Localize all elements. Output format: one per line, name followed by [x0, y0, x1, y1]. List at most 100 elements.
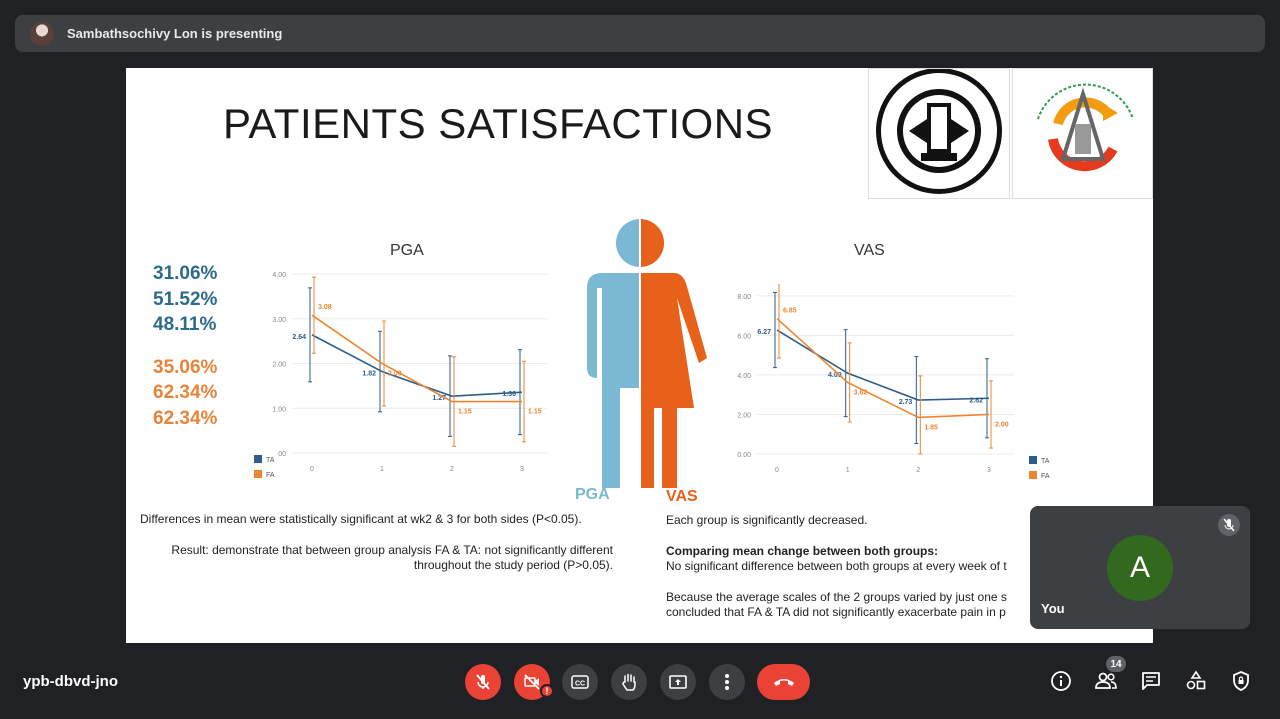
legend-label: TA	[266, 457, 275, 464]
data-label: 6.27	[757, 329, 771, 336]
left-note-2a: Result: demonstrate that between group a…	[171, 543, 613, 557]
captions-button[interactable]: CC	[562, 664, 598, 700]
data-label: 1.15	[528, 409, 542, 416]
more-options-button[interactable]	[709, 664, 745, 700]
right-note-2-heading: Comparing mean change between both group…	[666, 544, 939, 558]
y-tick-label: 1.00	[272, 406, 286, 413]
right-note-1: Each group is significantly decreased.	[666, 513, 868, 527]
data-label: 1.82	[362, 371, 376, 378]
x-tick-label: 3	[987, 467, 991, 474]
info-icon	[1051, 671, 1071, 691]
data-label: 2.64	[292, 334, 306, 341]
x-tick-label: 1	[846, 467, 850, 474]
data-label: 2.73	[899, 399, 913, 406]
end-call-icon	[773, 679, 794, 686]
y-tick-label: 00	[278, 451, 286, 458]
slide-title: PATIENTS SATISFACTIONS	[223, 100, 774, 147]
vas-figure-label: VAS	[666, 488, 698, 505]
series-line-fa	[776, 317, 990, 419]
left-note-2b: throughout the study period (P>0.05).	[413, 558, 613, 572]
x-tick-label: 1	[380, 466, 384, 473]
hand-icon	[622, 673, 636, 691]
y-tick-label: 4.00	[272, 272, 286, 279]
legend-swatch	[1029, 456, 1037, 464]
data-label: 2.00	[995, 421, 1009, 428]
x-tick-label: 0	[310, 466, 314, 473]
data-label: 1.27	[432, 395, 446, 402]
more-vert-icon	[725, 674, 729, 690]
captions-icon: CC	[571, 675, 589, 689]
svg-text:CC: CC	[575, 681, 585, 688]
series-line-fa	[311, 314, 522, 403]
self-video-tile[interactable]: A You	[1030, 506, 1250, 629]
series-line-ta	[311, 334, 523, 397]
camera-off-icon	[524, 674, 540, 690]
pga-chart-title: PGA	[390, 242, 424, 259]
right-note-3a: Because the average scales of the 2 grou…	[666, 590, 1007, 604]
data-label: 2.82	[969, 397, 983, 404]
shield-lock-icon	[1233, 671, 1249, 691]
legend-swatch	[1029, 471, 1037, 479]
tile-mic-off-icon	[1218, 514, 1240, 536]
y-tick-label: 8.00	[737, 294, 751, 301]
pga-chart: 00 1.00 2.00 3.00 4.00 0 1 2 3 2.64 1.82 1.27 1.36 TA…	[254, 272, 547, 479]
left-note-1: Differences in mean were statistically s…	[140, 512, 582, 526]
camera-warning-icon: !	[540, 684, 554, 698]
participants-button[interactable]	[1093, 668, 1119, 694]
raise-hand-button[interactable]	[611, 664, 647, 700]
x-tick-label: 0	[775, 467, 779, 474]
chat-button[interactable]	[1138, 668, 1164, 694]
y-tick-label: 4.00	[737, 373, 751, 380]
data-label: 6.85	[783, 308, 797, 315]
shapes-icon	[1186, 670, 1206, 690]
pga-vas-person-figure	[587, 218, 707, 493]
shared-slide: PATIENTS SATISFACTIONS 31.06% 51.52% 48.…	[126, 68, 1153, 643]
vas-pct-2: 62.34%	[153, 382, 218, 403]
vas-chart-title: VAS	[854, 242, 885, 259]
activities-button[interactable]	[1183, 668, 1209, 694]
chat-icon	[1142, 672, 1160, 690]
people-icon	[1095, 672, 1117, 689]
y-tick-label: 6.00	[737, 333, 751, 340]
tile-name: You	[1041, 601, 1065, 616]
participants-count-badge: 14	[1106, 656, 1126, 672]
x-tick-label: 2	[916, 467, 920, 474]
chulabhorn-logo	[1012, 68, 1153, 199]
x-tick-label: 2	[450, 466, 454, 473]
right-note-3b: concluded that FA & TA did not significa…	[666, 605, 1006, 619]
pga-pct-3: 48.11%	[153, 314, 217, 335]
camera-toggle-button[interactable]: !	[514, 664, 554, 700]
presenting-text: Sambathsochivy Lon is presenting	[67, 26, 283, 41]
host-controls-button[interactable]	[1228, 668, 1254, 694]
legend-swatch	[254, 470, 262, 478]
data-label: 3.62	[854, 389, 868, 396]
y-tick-label: 2.00	[737, 412, 751, 419]
pga-pct-2: 51.52%	[153, 289, 218, 310]
present-icon	[669, 675, 687, 689]
pga-pct-1: 31.06%	[153, 263, 218, 284]
legend-label: TA	[1041, 458, 1050, 465]
meeting-control-bar: ypb-dbvd-jno ! CC 14	[0, 650, 1280, 719]
y-tick-label: 2.00	[272, 362, 286, 369]
present-now-button[interactable]	[660, 664, 696, 700]
presenter-avatar	[30, 21, 54, 46]
pga-figure-label: PGA	[575, 486, 610, 503]
avatar: A	[1107, 535, 1173, 601]
data-label: 1.85	[924, 424, 938, 431]
y-tick-label: 0.00	[737, 452, 751, 459]
vas-pct-3: 62.34%	[153, 408, 218, 429]
mic-off-icon	[476, 674, 490, 690]
data-label: 2.00	[388, 371, 402, 378]
leave-call-button[interactable]	[757, 664, 810, 700]
meeting-code: ypb-dbvd-jno	[23, 673, 118, 690]
thammasat-logo	[868, 68, 1010, 199]
meeting-details-button[interactable]	[1048, 668, 1074, 694]
vas-chart: 0.00 2.00 4.00 6.00 8.00 0 1 2 3 6.27 4.09 2.73 2.82…	[737, 284, 1050, 480]
legend-label: FA	[266, 472, 275, 479]
x-tick-label: 3	[520, 466, 524, 473]
legend-label: FA	[1041, 473, 1050, 480]
presenting-banner: Sambathsochivy Lon is presenting	[15, 15, 1265, 52]
mic-toggle-button[interactable]	[465, 664, 501, 700]
vas-pct-1: 35.06%	[153, 357, 218, 378]
data-label: 1.15	[458, 409, 472, 416]
